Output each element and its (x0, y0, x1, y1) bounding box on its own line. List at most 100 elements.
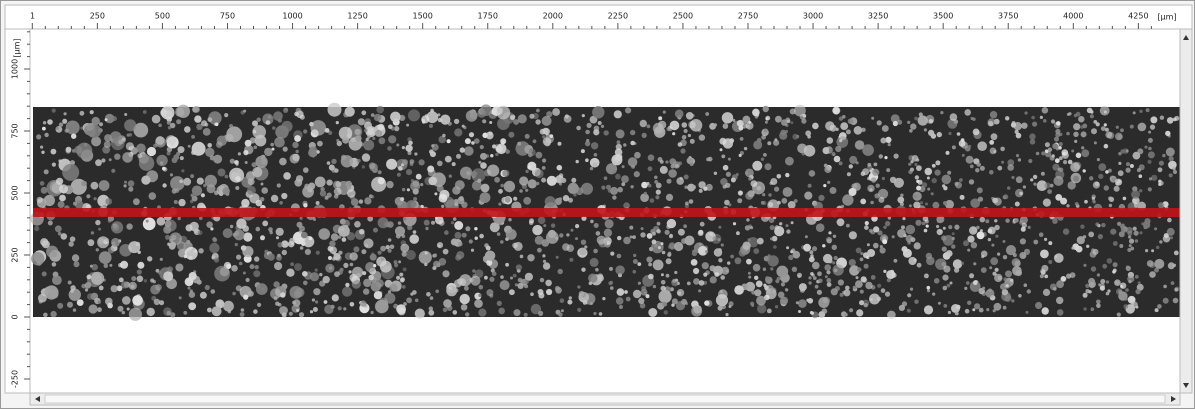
grain (500, 138, 506, 144)
grain (1120, 128, 1124, 132)
grain (1055, 158, 1060, 163)
grain (849, 308, 853, 312)
grain (529, 221, 534, 226)
grain (880, 138, 886, 144)
grain (763, 153, 767, 157)
grain (763, 268, 766, 271)
grain (276, 236, 279, 239)
grain (871, 275, 876, 280)
grain (363, 288, 369, 294)
grain (774, 187, 779, 192)
grain (727, 261, 730, 264)
grain (601, 125, 604, 128)
grain (1011, 176, 1014, 179)
grain (516, 264, 522, 270)
grain (543, 262, 550, 269)
grain (729, 301, 734, 306)
grain (414, 152, 417, 155)
grain (906, 225, 916, 235)
grain (107, 303, 113, 309)
grain (1043, 199, 1051, 207)
profile-line[interactable] (33, 208, 1180, 217)
grain (478, 309, 486, 317)
grain (752, 181, 765, 194)
grain (343, 263, 348, 268)
grain (175, 264, 183, 272)
grain (849, 231, 857, 239)
grain (222, 187, 230, 195)
grain (270, 143, 274, 147)
grain (1127, 275, 1134, 282)
grain (435, 290, 439, 294)
grain (870, 201, 874, 205)
grain (1098, 234, 1103, 239)
grain (466, 110, 478, 122)
grain (178, 199, 185, 206)
grain (1091, 307, 1095, 311)
grain (478, 294, 481, 297)
grain (577, 285, 580, 288)
grain (464, 286, 469, 291)
grain (518, 283, 524, 289)
scroll-thumb[interactable] (45, 395, 1165, 403)
grain (770, 237, 773, 240)
grain (185, 277, 194, 286)
grain (860, 258, 864, 262)
grain (948, 225, 952, 229)
grain (420, 183, 423, 186)
grain (979, 308, 984, 313)
top-ruler-label: 750 (220, 12, 235, 21)
grain (971, 117, 974, 120)
grain (114, 154, 120, 160)
grain (1051, 119, 1055, 123)
grain (616, 297, 624, 305)
grain (341, 155, 353, 167)
grain (70, 236, 76, 242)
top-ruler-label: 2500 (673, 12, 693, 21)
vertical-scrollbar[interactable] (1180, 29, 1192, 393)
grain (1010, 279, 1013, 282)
grain (398, 221, 401, 224)
grain (943, 266, 950, 273)
grain (1080, 225, 1084, 229)
grain (192, 186, 202, 196)
grain (1148, 138, 1153, 143)
grain (378, 170, 382, 174)
grain (235, 186, 239, 190)
grain (827, 181, 830, 184)
grain (610, 286, 614, 290)
grain (908, 163, 911, 166)
grain (1105, 131, 1112, 138)
grain (480, 162, 487, 169)
grain (832, 261, 835, 264)
grain (189, 292, 195, 298)
grain (703, 273, 707, 277)
grain (1054, 253, 1064, 263)
grain (296, 309, 299, 312)
grain (173, 154, 179, 160)
grain (915, 175, 919, 179)
grain (665, 230, 670, 235)
grain (366, 138, 369, 141)
grain (961, 262, 964, 265)
grain (363, 140, 374, 151)
grain (109, 158, 112, 161)
grain (1139, 231, 1142, 234)
grain (689, 199, 694, 204)
grain (490, 154, 493, 157)
grain (1059, 156, 1063, 160)
grain (273, 281, 279, 287)
grain (267, 253, 274, 260)
grain (1166, 148, 1175, 157)
grain (861, 128, 865, 132)
grain (846, 129, 851, 134)
grain (809, 250, 813, 254)
grain (359, 229, 365, 235)
grain (201, 120, 207, 126)
grain (723, 165, 729, 171)
grain (1117, 313, 1121, 317)
grain (714, 172, 717, 175)
grain (1002, 289, 1008, 295)
grain (318, 228, 330, 240)
grain (329, 241, 335, 247)
